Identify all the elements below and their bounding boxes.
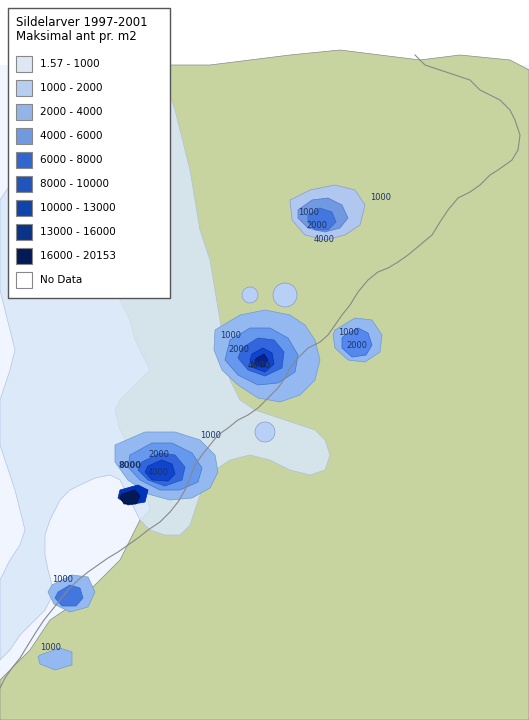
Text: 2000: 2000	[148, 450, 169, 459]
Polygon shape	[214, 310, 320, 402]
Text: 8000 - 10000: 8000 - 10000	[40, 179, 109, 189]
Text: 1000: 1000	[298, 208, 319, 217]
Polygon shape	[0, 50, 529, 720]
Polygon shape	[298, 198, 348, 232]
Polygon shape	[48, 575, 95, 612]
FancyBboxPatch shape	[16, 152, 32, 168]
Text: 4000: 4000	[148, 468, 169, 477]
Polygon shape	[342, 328, 372, 357]
Text: 1000: 1000	[220, 331, 241, 340]
Polygon shape	[308, 208, 336, 230]
Polygon shape	[138, 453, 185, 486]
Polygon shape	[38, 648, 72, 670]
Text: No Data: No Data	[40, 275, 82, 285]
Polygon shape	[145, 460, 175, 481]
Text: 13000 - 16000: 13000 - 16000	[40, 227, 116, 237]
FancyBboxPatch shape	[16, 224, 32, 240]
Circle shape	[242, 287, 258, 303]
Text: 16000 - 20153: 16000 - 20153	[40, 251, 116, 261]
Polygon shape	[255, 354, 268, 367]
Polygon shape	[118, 485, 148, 505]
Text: 10000 - 13000: 10000 - 13000	[40, 203, 116, 213]
Polygon shape	[0, 90, 330, 660]
Text: 1000: 1000	[370, 193, 391, 202]
Text: 6000 - 8000: 6000 - 8000	[40, 155, 103, 165]
Polygon shape	[115, 432, 218, 500]
FancyBboxPatch shape	[16, 104, 32, 120]
Text: 1000: 1000	[40, 643, 61, 652]
Polygon shape	[225, 328, 298, 385]
Text: Maksimal ant pr. m2: Maksimal ant pr. m2	[16, 30, 137, 43]
FancyBboxPatch shape	[16, 200, 32, 216]
Text: 4000: 4000	[248, 361, 271, 370]
FancyBboxPatch shape	[16, 80, 32, 96]
Text: 2000: 2000	[228, 345, 249, 354]
Circle shape	[255, 422, 275, 442]
Text: 4000 - 6000: 4000 - 6000	[40, 131, 103, 141]
FancyBboxPatch shape	[16, 176, 32, 192]
Text: Sildelarver 1997-2001: Sildelarver 1997-2001	[16, 16, 148, 29]
FancyBboxPatch shape	[8, 8, 170, 298]
Text: 1000 - 2000: 1000 - 2000	[40, 83, 103, 93]
Text: 2000: 2000	[346, 341, 367, 350]
Text: 1000: 1000	[200, 431, 221, 440]
Polygon shape	[128, 443, 202, 490]
Text: 1.57 - 1000: 1.57 - 1000	[40, 59, 99, 69]
FancyBboxPatch shape	[16, 56, 32, 72]
Text: 4000: 4000	[314, 235, 335, 244]
Polygon shape	[333, 318, 382, 362]
Text: 8000: 8000	[118, 461, 141, 470]
Polygon shape	[238, 338, 284, 376]
Polygon shape	[120, 490, 140, 504]
Circle shape	[273, 283, 297, 307]
FancyBboxPatch shape	[16, 128, 32, 144]
Polygon shape	[290, 185, 365, 240]
Polygon shape	[0, 65, 529, 720]
FancyBboxPatch shape	[16, 272, 32, 288]
Text: 1000: 1000	[52, 575, 73, 584]
Polygon shape	[250, 348, 274, 372]
Text: 1000: 1000	[338, 328, 359, 337]
Text: 2000: 2000	[306, 221, 327, 230]
Text: 2000 - 4000: 2000 - 4000	[40, 107, 103, 117]
Polygon shape	[55, 585, 83, 606]
FancyBboxPatch shape	[16, 248, 32, 264]
